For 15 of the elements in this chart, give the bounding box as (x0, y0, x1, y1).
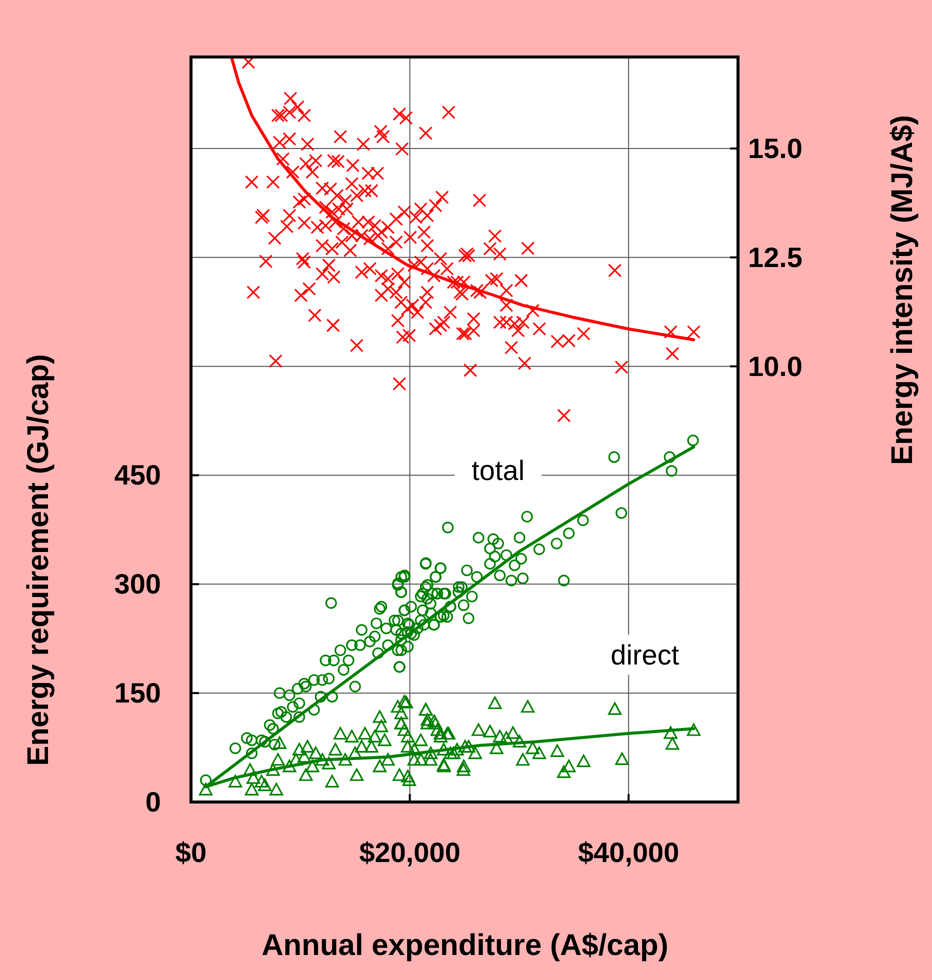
series-label: direct (610, 639, 680, 670)
y2-tick-label: 10.0 (748, 350, 802, 382)
series-label: total (472, 454, 525, 486)
y-tick-label: 0 (145, 786, 161, 818)
y-tick-label: 450 (114, 460, 161, 491)
x-tick-label: $0 (175, 837, 207, 868)
x-tick-label: $20,000 (359, 837, 460, 868)
y-tick-label: 300 (114, 568, 161, 600)
y2-tick-label: 12.5 (748, 242, 802, 273)
x-axis-title: Annual expenditure (A$/cap) (262, 929, 668, 962)
x-tick-label: $40,000 (578, 837, 680, 868)
y-tick-label: 150 (114, 678, 161, 709)
y2-axis-title: Energy intensity (MJ/A$) (886, 114, 919, 466)
y-axis-title: Energy requirement (GJ/cap) (22, 354, 55, 766)
y2-tick-label: 15.0 (748, 132, 802, 164)
